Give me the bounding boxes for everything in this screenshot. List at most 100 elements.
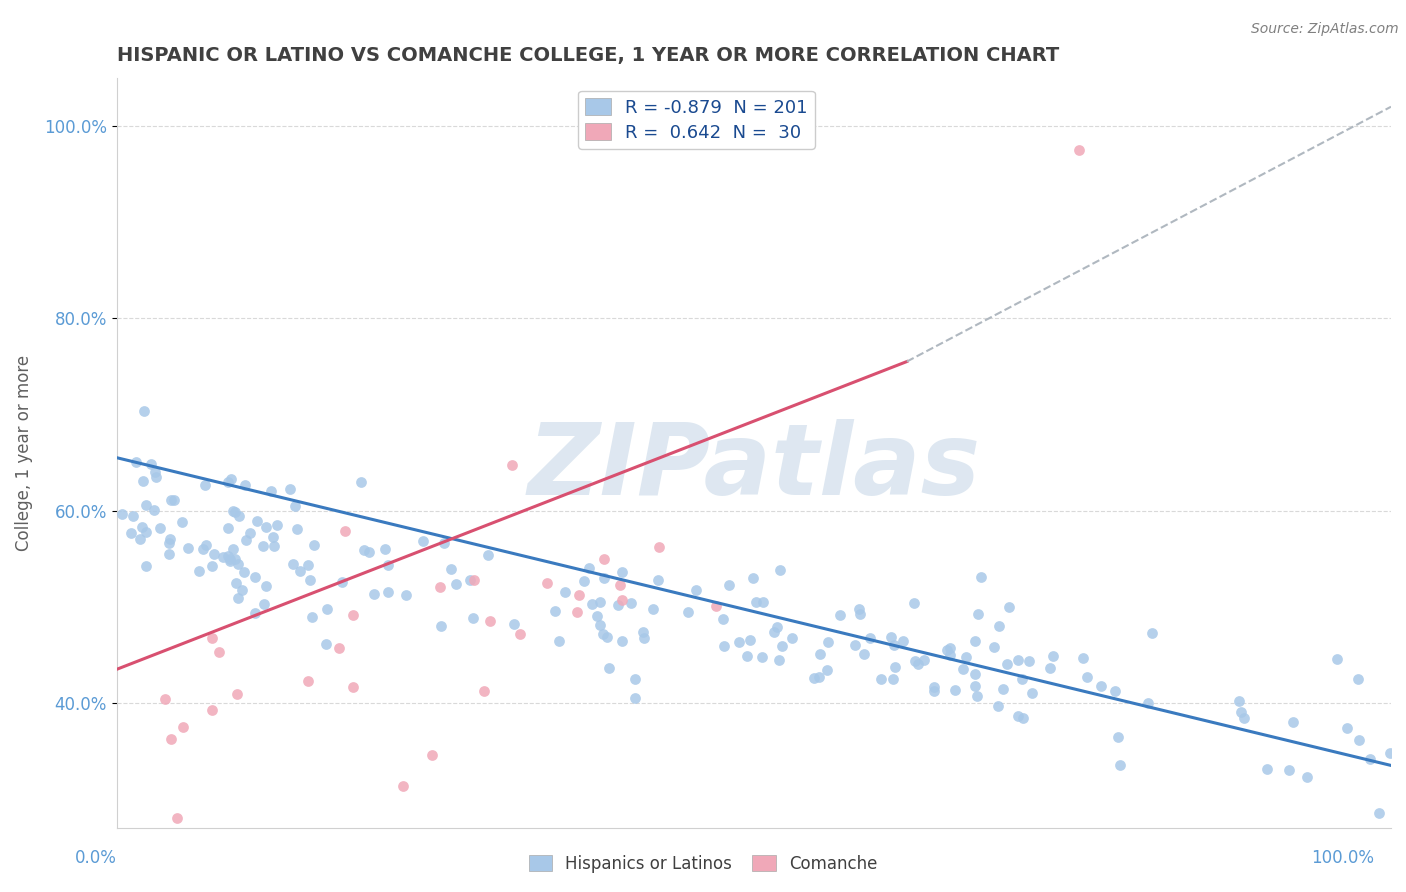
Point [218, 475, 240, 489]
Point [624, 673, 647, 687]
Point [589, 595, 612, 609]
Point [235, 533, 257, 547]
Point [262, 530, 284, 544]
Point [1067, 143, 1090, 157]
Point [177, 541, 200, 555]
Point [260, 484, 283, 499]
Point [350, 475, 373, 489]
Point [170, 515, 193, 529]
Point [353, 543, 375, 558]
Point [572, 574, 595, 589]
Point [284, 499, 307, 513]
Point [647, 574, 669, 588]
Point [807, 670, 830, 684]
Point [1076, 670, 1098, 684]
Point [458, 574, 481, 588]
Point [633, 631, 655, 645]
Point [172, 720, 194, 734]
Point [328, 641, 350, 656]
Point [163, 493, 186, 508]
Point [548, 634, 571, 648]
Point [231, 582, 253, 597]
Point [870, 672, 893, 686]
Point [224, 505, 246, 519]
Point [586, 609, 609, 624]
Point [880, 630, 903, 644]
Point [808, 647, 831, 661]
Point [135, 525, 157, 540]
Point [1137, 696, 1160, 710]
Point [903, 596, 925, 610]
Point [1107, 730, 1129, 744]
Point [135, 558, 157, 573]
Point [936, 642, 959, 657]
Point [817, 634, 839, 648]
Point [904, 654, 927, 668]
Text: 0.0%: 0.0% [75, 849, 117, 867]
Point [678, 605, 700, 619]
Point [641, 602, 664, 616]
Point [1021, 686, 1043, 700]
Point [125, 455, 148, 469]
Point [245, 515, 267, 529]
Point [440, 561, 463, 575]
Point [315, 602, 337, 616]
Point [970, 569, 993, 583]
Point [201, 631, 224, 645]
Point [766, 620, 789, 634]
Point [589, 618, 612, 632]
Point [1090, 679, 1112, 693]
Point [143, 465, 166, 479]
Point [751, 650, 773, 665]
Text: ZIPatlas: ZIPatlas [527, 419, 980, 516]
Point [374, 541, 396, 556]
Point [1104, 683, 1126, 698]
Point [134, 404, 156, 418]
Point [1282, 715, 1305, 730]
Point [194, 538, 217, 552]
Point [1109, 757, 1132, 772]
Point [718, 578, 741, 592]
Point [160, 493, 183, 508]
Point [952, 662, 974, 676]
Point [245, 570, 267, 584]
Point [939, 641, 962, 656]
Point [302, 538, 325, 552]
Point [924, 681, 946, 695]
Point [891, 633, 914, 648]
Point [1348, 732, 1371, 747]
Point [922, 684, 945, 698]
Point [988, 619, 1011, 633]
Point [768, 653, 790, 667]
Point [226, 687, 249, 701]
Point [939, 648, 962, 663]
Point [263, 539, 285, 553]
Point [1278, 763, 1301, 777]
Point [1042, 648, 1064, 663]
Point [1039, 661, 1062, 675]
Point [243, 606, 266, 620]
Point [848, 607, 870, 621]
Point [828, 607, 851, 622]
Legend: Hispanics or Latinos, Comanche: Hispanics or Latinos, Comanche [522, 848, 884, 880]
Point [166, 811, 188, 825]
Point [963, 633, 986, 648]
Point [135, 498, 157, 512]
Point [239, 525, 262, 540]
Point [631, 625, 654, 640]
Point [219, 554, 242, 568]
Point [1378, 746, 1400, 760]
Point [233, 477, 256, 491]
Point [429, 580, 451, 594]
Point [145, 469, 167, 483]
Point [735, 649, 758, 664]
Point [187, 564, 209, 578]
Point [704, 599, 727, 614]
Point [592, 627, 614, 641]
Point [993, 682, 1015, 697]
Point [253, 597, 276, 611]
Point [444, 577, 467, 591]
Point [191, 542, 214, 557]
Text: Source: ZipAtlas.com: Source: ZipAtlas.com [1251, 22, 1399, 37]
Point [620, 596, 643, 610]
